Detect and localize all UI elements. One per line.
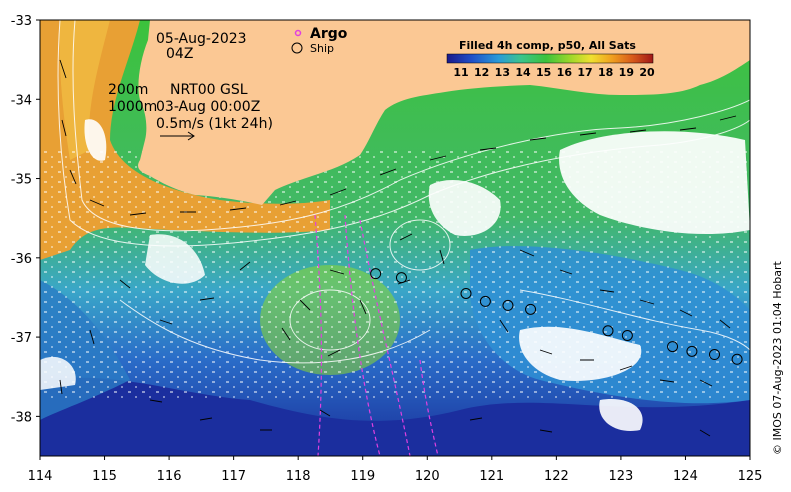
scale-label: 0.5m/s (1kt 24h)	[156, 116, 273, 132]
date-label: 05-Aug-2023	[156, 31, 247, 47]
x-axis: 114 115 116 117 118 119 120 121 122 123 124 125	[28, 456, 763, 484]
x-tick-label: 119	[350, 469, 375, 484]
y-tick-label: -33	[11, 14, 32, 29]
cloud-speckle	[40, 150, 750, 400]
colorbar-tick-label: 12	[474, 66, 489, 79]
depth-label-1000: 1000m	[108, 99, 157, 115]
ship-marker	[602, 325, 614, 337]
colorbar-tick-label: 17	[577, 66, 592, 79]
colorbar-tick-label: 19	[619, 66, 634, 79]
current-time-label: 03-Aug 00:00Z	[156, 99, 260, 115]
current-vectors	[59, 59, 737, 437]
colorbar-tick-label: 18	[598, 66, 613, 79]
colorbar-tick-label: 11	[453, 66, 468, 79]
warm-core	[59, 20, 110, 160]
y-tick-label: -35	[11, 173, 32, 188]
ship-marker	[621, 330, 633, 342]
argo-legend-label: Argo	[310, 26, 348, 42]
x-tick-label: 125	[738, 469, 763, 484]
x-tick-label: 117	[221, 469, 246, 484]
credit-label: © IMOS 07-Aug-2023 01:04 Hobart	[771, 261, 784, 455]
ship-marker	[709, 349, 720, 361]
y-tick-label: -36	[11, 252, 32, 267]
y-tick-label: -34	[11, 93, 32, 108]
current-source-label: NRT00 GSL	[170, 82, 248, 98]
argo-legend-icon	[294, 29, 302, 37]
x-tick-label: 115	[92, 469, 117, 484]
colorbar-ticks: 11 12 13 14 15 16 17 18 19 20	[453, 66, 655, 79]
ship-marker	[460, 287, 472, 299]
x-tick-label: 118	[286, 469, 311, 484]
ship-marker	[502, 299, 514, 311]
ship-markers	[370, 268, 743, 365]
x-tick-label: 123	[608, 469, 633, 484]
ship-legend-icon	[291, 42, 303, 54]
argo-tracks	[314, 214, 439, 456]
colorbar-tick-label: 13	[495, 66, 510, 79]
y-tick-label: -37	[11, 331, 32, 346]
x-tick-label: 116	[157, 469, 182, 484]
colorbar-tick-label: 15	[536, 66, 551, 79]
y-tick-label: -38	[11, 410, 32, 425]
plot-area	[40, 20, 750, 456]
depth-label-200: 200m	[108, 82, 148, 98]
x-tick-label: 122	[544, 469, 569, 484]
ship-marker	[667, 341, 679, 353]
ship-marker	[686, 345, 698, 357]
ship-marker	[525, 303, 537, 315]
x-tick-label: 114	[28, 469, 53, 484]
time-label: 04Z	[166, 46, 193, 62]
bathymetry-contours	[57, 20, 750, 364]
ship-marker	[479, 295, 491, 307]
y-axis: -33 -34 -35 -36 -37 -38	[11, 14, 40, 425]
scale-arrow	[160, 131, 195, 141]
colorbar-tick-label: 20	[639, 66, 655, 79]
x-tick-label: 120	[415, 469, 440, 484]
colorbar-tick-label: 16	[557, 66, 573, 79]
colorbar-tick-label: 14	[515, 66, 531, 79]
ship-marker	[731, 353, 743, 365]
plot-frame	[39, 19, 751, 457]
colorbar	[446, 53, 654, 64]
ship-legend-label: Ship	[310, 42, 334, 55]
x-tick-label: 124	[673, 469, 698, 484]
x-tick-label: 121	[479, 469, 504, 484]
ship-marker	[395, 272, 407, 284]
colorbar-title: Filled 4h comp, p50, All Sats	[459, 39, 636, 52]
land-australia	[40, 20, 750, 205]
ship-marker	[370, 268, 382, 280]
